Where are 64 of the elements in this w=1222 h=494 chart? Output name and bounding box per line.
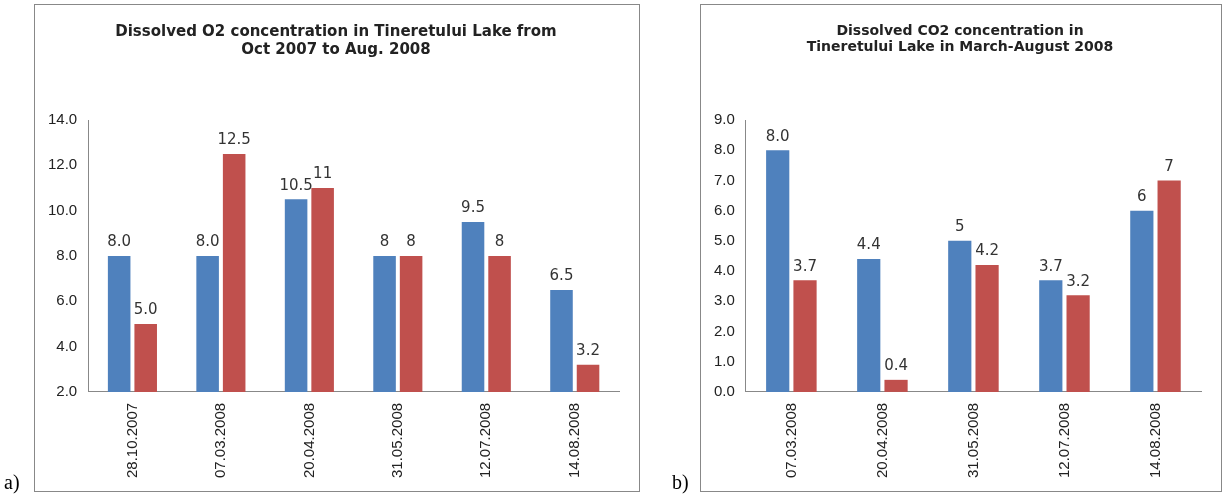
text: a) bbox=[4, 471, 20, 494]
bar bbox=[1039, 280, 1063, 392]
y-tick-label: 7.0 bbox=[713, 170, 735, 188]
y-tick-label: 6.0 bbox=[713, 200, 735, 218]
chart-title: Dissolved O2 concentration in Tineretului Lake from Oct 2007 to Aug. 2008 bbox=[114, 22, 558, 58]
text: b) bbox=[672, 471, 689, 494]
data-label: 9.5 bbox=[461, 198, 485, 217]
y-tick-label: 9.0 bbox=[713, 110, 735, 128]
y-tick-label: 2.0 bbox=[56, 382, 78, 400]
data-label: 8 bbox=[379, 232, 390, 251]
data-label: 5 bbox=[955, 217, 965, 236]
y-tick-label: 8.0 bbox=[713, 140, 735, 158]
data-label: 4.2 bbox=[975, 241, 1000, 260]
bar bbox=[1066, 295, 1090, 392]
bar bbox=[884, 379, 908, 392]
x-tick-label: 07.03.2008 bbox=[781, 402, 799, 478]
x-tick-label: 20.04.2008 bbox=[872, 402, 890, 478]
data-label: 12.5 bbox=[217, 130, 251, 149]
y-tick-label: 3.0 bbox=[713, 291, 735, 309]
data-label: 3.2 bbox=[576, 341, 600, 360]
data-label: 6.5 bbox=[549, 266, 574, 285]
y-tick-label: 4.0 bbox=[713, 261, 735, 279]
bar bbox=[975, 265, 999, 392]
chart-title: Dissolved CO2 concentration in Tineretului Lake in March-August 2008 bbox=[805, 22, 1115, 54]
x-tick-label: 07.03.2008 bbox=[211, 402, 229, 478]
data-label: 8.0 bbox=[765, 126, 790, 145]
y-tick-label: 6.0 bbox=[56, 291, 78, 309]
x-tick-label: 12.07.2008 bbox=[1054, 402, 1072, 478]
y-tick-label: 2.0 bbox=[713, 321, 735, 339]
y-tick-label: 4.0 bbox=[56, 336, 78, 354]
bar bbox=[1157, 180, 1181, 392]
y-tick-label: 14.0 bbox=[47, 110, 78, 128]
bar bbox=[1130, 210, 1154, 392]
data-label: 3.7 bbox=[793, 256, 817, 275]
data-label: 8.0 bbox=[195, 232, 220, 251]
y-tick-label: 1.0 bbox=[713, 351, 735, 369]
data-label: 0.4 bbox=[884, 356, 908, 375]
data-label: 5.0 bbox=[133, 300, 158, 319]
y-tick-label: 8.0 bbox=[56, 246, 78, 264]
bar bbox=[857, 258, 881, 392]
data-label: 11 bbox=[313, 164, 333, 183]
data-label: 3.2 bbox=[1066, 271, 1091, 290]
y-tick-label: 0.0 bbox=[713, 382, 735, 400]
x-tick-label: 12.07.2008 bbox=[476, 402, 494, 478]
bar bbox=[766, 150, 790, 392]
data-label: 8 bbox=[406, 232, 416, 251]
data-label: 4.4 bbox=[856, 235, 881, 254]
data-label: 8.0 bbox=[107, 232, 132, 251]
y-tick-label: 5.0 bbox=[713, 231, 735, 248]
x-tick-label: 28.10.2007 bbox=[122, 402, 140, 478]
y-tick-label: 12.0 bbox=[47, 155, 78, 173]
x-tick-label: 14.08.2008 bbox=[1145, 402, 1163, 478]
data-label: 8 bbox=[494, 232, 505, 251]
data-label: 3.7 bbox=[1038, 256, 1063, 275]
x-tick-label: 31.05.2008 bbox=[963, 402, 981, 478]
x-tick-label: 20.04.2008 bbox=[299, 402, 317, 478]
data-label: 10.5 bbox=[279, 175, 313, 194]
x-tick-label: 14.08.2008 bbox=[564, 402, 582, 478]
bar bbox=[948, 240, 972, 392]
x-tick-label: 31.05.2008 bbox=[387, 402, 405, 478]
y-tick-label: 10.0 bbox=[47, 200, 78, 218]
data-label: 7 bbox=[1164, 156, 1174, 175]
bar bbox=[793, 280, 817, 392]
data-label: 6 bbox=[1137, 187, 1147, 206]
